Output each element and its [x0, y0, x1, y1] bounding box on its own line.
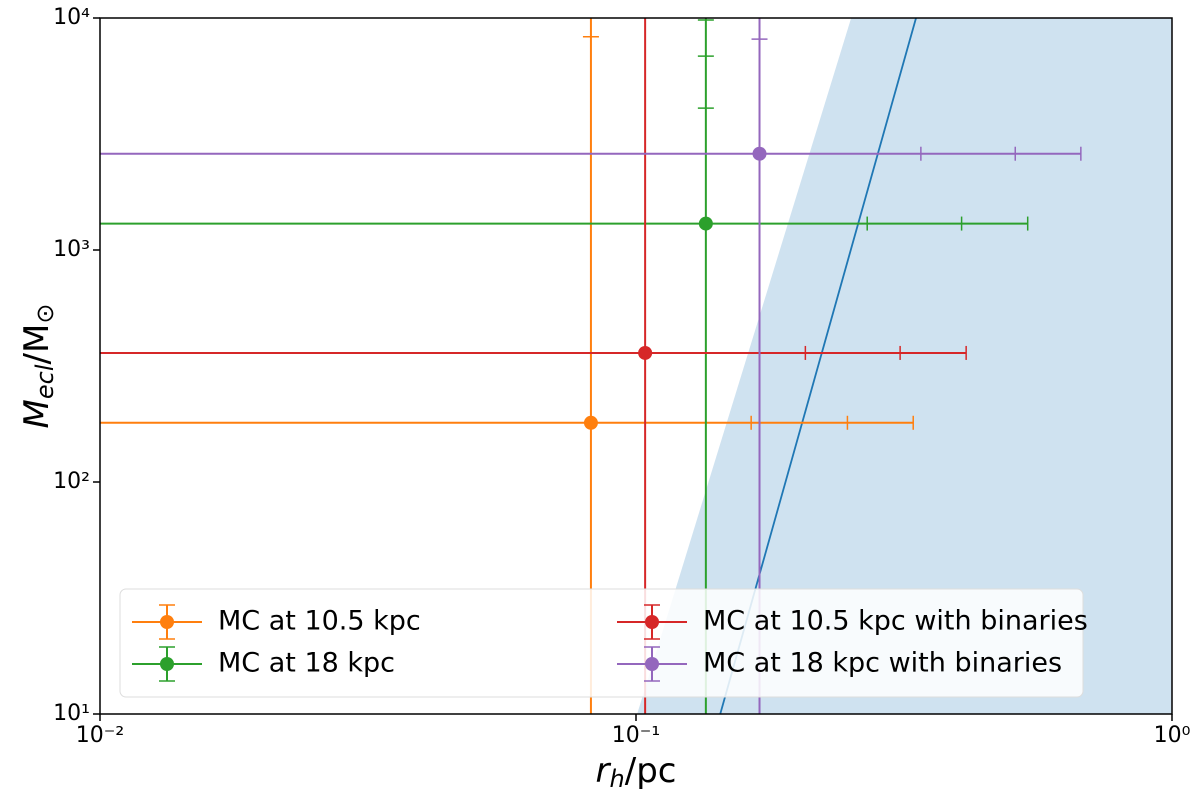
- x-axis-label: rh/pc: [596, 751, 677, 794]
- y-axis-label: Mecl/M⊙: [17, 304, 60, 429]
- y-tick-label: 10³: [53, 237, 90, 262]
- legend-label: MC at 18 kpc: [218, 648, 395, 679]
- legend-marker: [160, 657, 174, 671]
- point: [698, 216, 713, 231]
- x-tick-label: 10⁻²: [76, 723, 124, 748]
- y-label-part: /M: [17, 324, 57, 365]
- point: [583, 415, 598, 430]
- x-label-part: h: [610, 765, 625, 793]
- y-tick-label: 10⁴: [53, 5, 90, 30]
- x-tick-label: 10⁰: [1154, 723, 1191, 748]
- x-tick-label: 10⁻¹: [612, 723, 660, 748]
- legend-label: MC at 18 kpc with binaries: [703, 648, 1062, 679]
- legend-marker: [645, 657, 659, 671]
- legend-label: MC at 10.5 kpc with binaries: [703, 606, 1088, 637]
- legend-marker: [645, 615, 659, 629]
- x-label-part: r: [596, 751, 612, 791]
- y-tick-label: 10²: [53, 469, 90, 494]
- y-label-part: M: [17, 399, 57, 428]
- legend-label: MC at 10.5 kpc: [218, 606, 421, 637]
- point: [638, 345, 653, 360]
- legend-box: [119, 588, 1084, 698]
- y-label-part: ⊙: [31, 304, 59, 324]
- shaded-region: [637, 18, 1172, 714]
- point: [752, 146, 767, 161]
- x-label-part: /pc: [625, 751, 677, 791]
- y-tick-label: 10¹: [53, 701, 90, 726]
- y-label-part: ecl: [31, 364, 59, 399]
- legend-marker: [160, 615, 174, 629]
